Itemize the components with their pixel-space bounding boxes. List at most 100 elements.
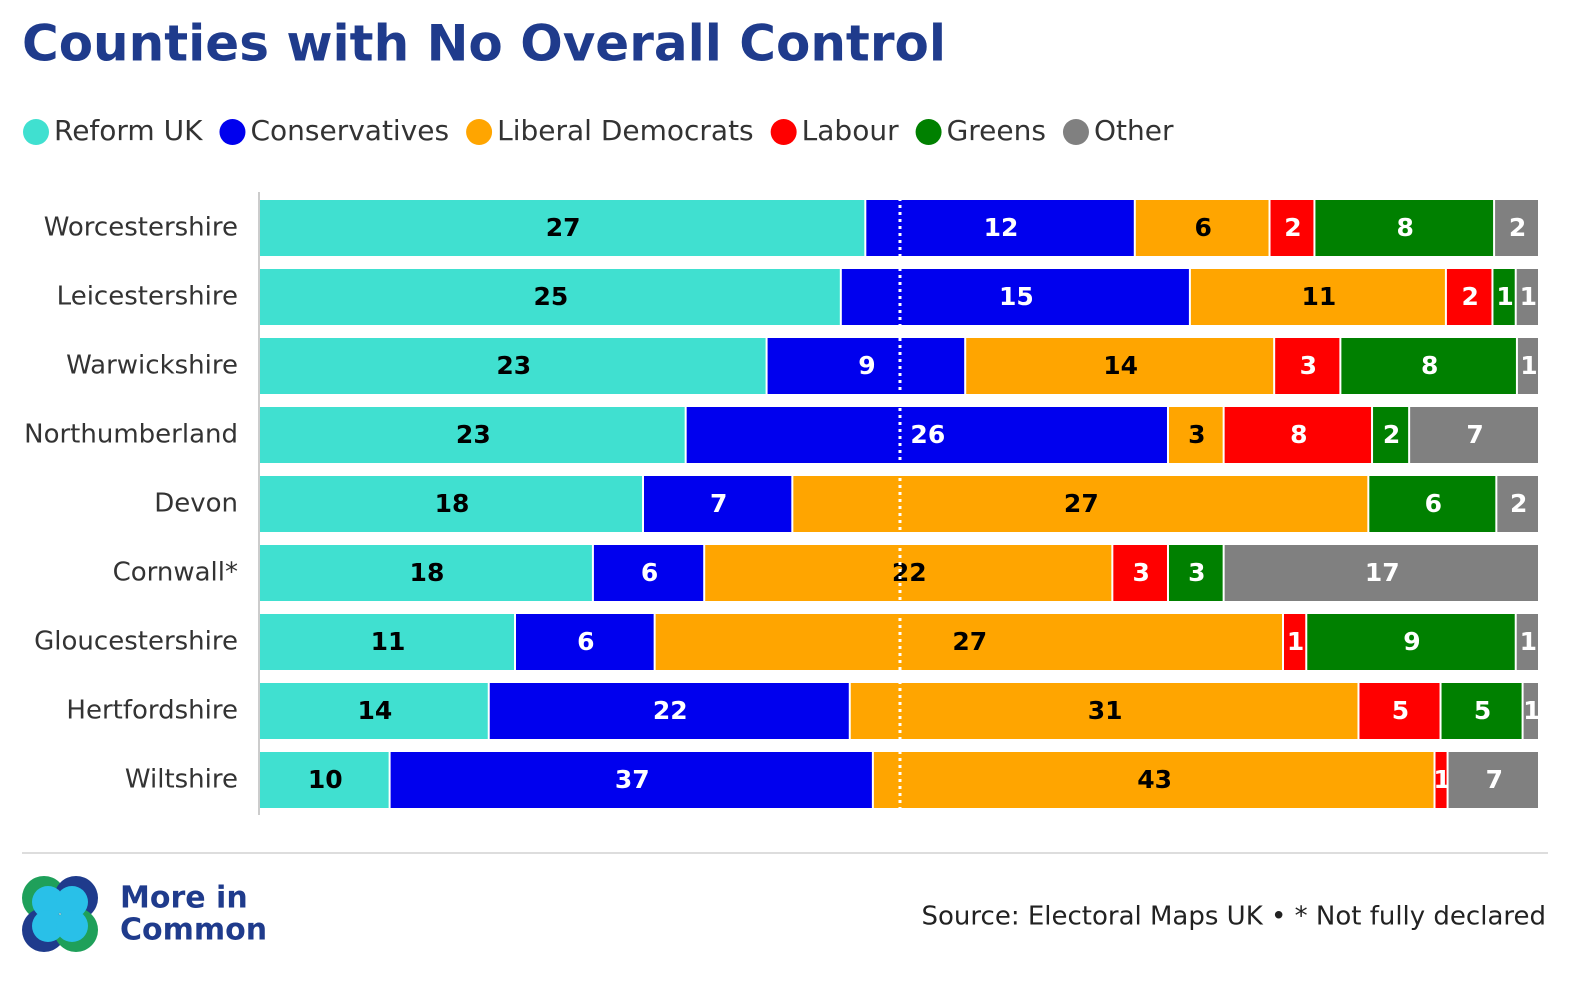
bar-segment: [644, 476, 792, 532]
data-label: 6: [1194, 213, 1211, 242]
bar-segment: [1307, 614, 1515, 670]
data-label: 5: [1474, 696, 1491, 725]
bar-segment: [1168, 407, 1223, 463]
data-label: 3: [1188, 420, 1205, 449]
data-label: 2: [1510, 489, 1527, 518]
data-label: 22: [653, 696, 688, 725]
bar-segment: [260, 752, 389, 808]
bar-segment: [390, 752, 872, 808]
data-label: 3: [1188, 558, 1205, 587]
y-tick-label: Leicestershire: [57, 282, 238, 312]
bar-segment: [705, 545, 1112, 601]
y-tick-label: Gloucestershire: [34, 627, 238, 657]
y-tick-label: Warwickshire: [66, 351, 238, 381]
data-label: 2: [1383, 420, 1400, 449]
legend-swatch: [23, 119, 49, 145]
data-label: 1: [1520, 627, 1537, 656]
bar-segment: [1224, 545, 1538, 601]
bar-segment: [850, 683, 1358, 739]
y-tick-label: Wiltshire: [125, 765, 238, 795]
bar-segment: [966, 338, 1274, 394]
data-label: 18: [410, 558, 445, 587]
legend-swatch: [915, 119, 942, 145]
data-label: 23: [456, 420, 491, 449]
data-label: 18: [435, 489, 470, 518]
bar-segment: [1369, 476, 1496, 532]
data-label: 1: [1520, 351, 1537, 380]
data-label: 7: [710, 489, 727, 518]
data-label: 25: [534, 282, 569, 311]
data-label: 7: [1486, 765, 1503, 794]
data-label: 1: [1287, 627, 1304, 656]
data-label: 11: [371, 627, 406, 656]
bar-segment: [1523, 683, 1538, 739]
bar-segment: [1446, 269, 1492, 325]
bar-segment: [1495, 200, 1538, 256]
bar-segment: [489, 683, 849, 739]
bar-segment: [593, 545, 704, 601]
data-label: 9: [858, 351, 875, 380]
bar-segment: [1135, 200, 1269, 256]
legend-label: Greens: [947, 114, 1046, 147]
bar-segment: [1284, 614, 1306, 670]
legend-label: Conservatives: [250, 114, 449, 147]
data-label: 3: [1132, 558, 1149, 587]
data-label: 8: [1397, 213, 1414, 242]
data-label: 11: [1302, 282, 1337, 311]
data-label: 6: [1425, 489, 1442, 518]
legend-label: Labour: [802, 114, 899, 147]
bar-segment: [1441, 683, 1522, 739]
chart-title: Counties with No Overall Control: [22, 15, 946, 73]
data-label: 15: [999, 282, 1034, 311]
bar-segment: [686, 407, 1167, 463]
data-label: 43: [1137, 765, 1172, 794]
source-note: Source: Electoral Maps UK • * Not fully …: [922, 902, 1546, 932]
y-tick-label: Worcestershire: [44, 213, 238, 243]
bar-segment: [1270, 200, 1314, 256]
legend-swatch: [1062, 119, 1089, 145]
legend-swatch: [466, 119, 493, 145]
brand-text: More in: [120, 881, 248, 916]
data-label: 27: [952, 627, 987, 656]
data-label: 8: [1290, 420, 1307, 449]
bar-segment: [1373, 407, 1409, 463]
y-tick-label: Cornwall*: [113, 558, 238, 588]
legend-swatch: [770, 119, 797, 145]
bar-segment: [1448, 752, 1538, 808]
bar-segment: [260, 269, 840, 325]
data-label: 6: [641, 558, 658, 587]
bar-segment: [260, 407, 685, 463]
bar-segment: [260, 476, 642, 532]
data-label: 5: [1392, 696, 1409, 725]
bar-segment: [1516, 269, 1538, 325]
legend-swatch: [219, 119, 246, 145]
bar-segment: [1410, 407, 1538, 463]
data-label: 1: [1520, 282, 1537, 311]
bar-segment: [873, 752, 1434, 808]
data-label: 26: [910, 420, 945, 449]
legend-label: Reform UK: [54, 114, 203, 147]
legend-label: Other: [1094, 114, 1174, 147]
data-label: 2: [1284, 213, 1301, 242]
y-tick-label: Devon: [154, 489, 238, 519]
bar-segment: [1517, 338, 1538, 394]
data-label: 6: [577, 627, 594, 656]
y-tick-label: Hertfordshire: [66, 696, 238, 726]
data-label: 3: [1300, 351, 1317, 380]
bar-segment: [1435, 752, 1447, 808]
data-label: 12: [984, 213, 1019, 242]
data-label: 14: [1103, 351, 1138, 380]
data-label: 17: [1365, 558, 1400, 587]
data-label: 2: [1461, 282, 1478, 311]
data-label: 1: [1433, 765, 1450, 794]
bar-segment: [1341, 338, 1516, 394]
bar-segment: [1190, 269, 1445, 325]
data-label: 37: [615, 765, 650, 794]
bar-segment: [793, 476, 1368, 532]
data-label: 23: [496, 351, 531, 380]
bar-segment: [260, 338, 766, 394]
bar-segment: [260, 614, 514, 670]
bar-segment: [1113, 545, 1167, 601]
bar-segment: [866, 200, 1134, 256]
